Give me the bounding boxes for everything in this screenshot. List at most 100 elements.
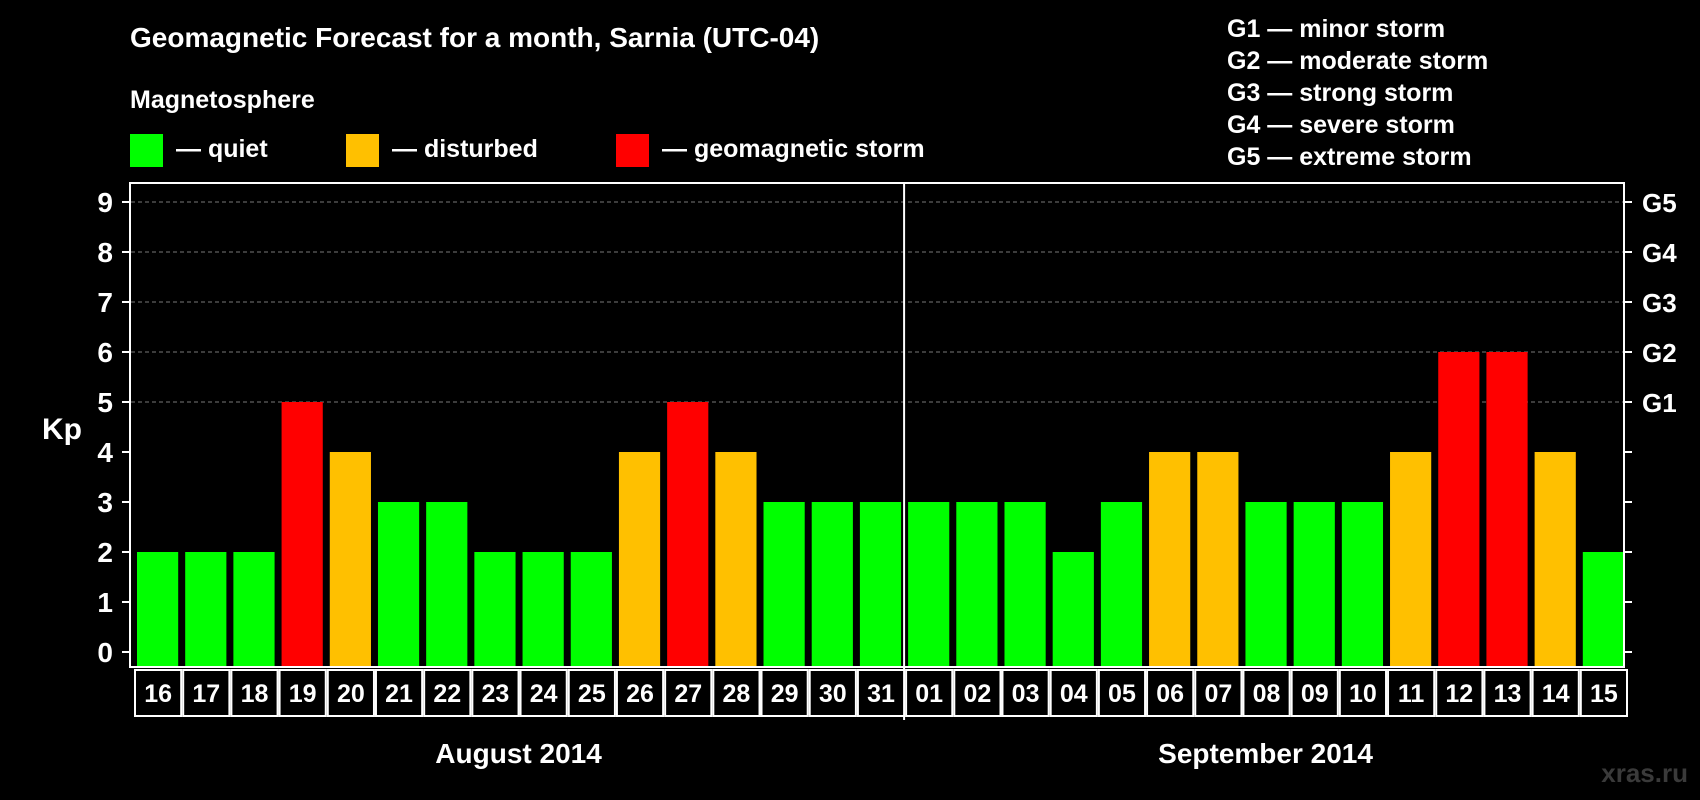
day-label: 04 [1060,680,1088,708]
day-label: 10 [1349,680,1377,708]
legend-title: Magnetosphere [130,86,315,114]
day-label: 14 [1542,680,1570,708]
bar-19 [281,402,323,666]
day-label: 05 [1108,680,1136,708]
day-label-box [1483,669,1532,717]
bar-17 [185,552,227,666]
bar-08 [1245,502,1287,666]
day-label: 31 [867,680,895,708]
bar-30 [811,502,853,666]
day-label-box [1435,669,1484,717]
day-label-box [1146,669,1195,717]
day-label-box [905,669,954,717]
day-label: 21 [385,680,413,708]
watermark: xras.ru [1601,758,1688,788]
bar-21 [377,502,420,666]
day-label-box [423,669,472,717]
day-label: 24 [530,680,558,708]
day-label-box [567,669,616,717]
day-label-box [1242,669,1291,717]
month-label: September 2014 [1158,738,1373,769]
day-label-box [278,669,327,717]
day-label: 17 [192,680,220,708]
day-label: 27 [674,680,702,708]
day-label-box [953,669,1002,717]
bar-26 [618,452,661,666]
day-label-box [1531,669,1580,717]
day-label-box [326,669,375,717]
bar-31 [859,502,902,666]
storm-level-label: G2 [1642,338,1677,368]
legend-swatch-disturbed [346,134,379,167]
legend-label-quiet: — quiet [176,135,268,163]
bar-16 [137,552,179,666]
storm-level-label: G4 [1642,238,1677,268]
plot-frame [129,182,1625,668]
day-label-box [1001,669,1050,717]
y-tick-label: 8 [97,237,113,268]
day-label-box [712,669,761,717]
day-label-box [1290,669,1339,717]
storm-scale-g3: G3 — strong storm [1227,79,1453,107]
y-tick-label: 9 [97,187,113,218]
day-label-box [808,669,857,717]
day-label: 15 [1590,680,1618,708]
storm-level-label: G1 [1642,388,1677,418]
day-label: 29 [771,680,799,708]
storm-level-label: G5 [1642,188,1677,218]
bar-05 [1100,502,1143,666]
y-tick-label: 0 [97,637,113,668]
day-label: 13 [1494,680,1522,708]
y-ticks: 0 1 2 3 4 5 6 7 8 9 [97,187,1632,668]
y-tick-label: 6 [97,337,113,368]
day-label: 03 [1012,680,1040,708]
legend-label-disturbed: — disturbed [392,135,538,163]
bar-20 [329,452,371,666]
y-tick-label: 5 [97,387,113,418]
storm-scale-g1: G1 — minor storm [1227,15,1445,43]
legend-label-storm: — geomagnetic storm [662,135,925,163]
bar-06 [1149,452,1191,666]
legend: — quiet — disturbed — geomagnetic storm [130,134,925,167]
y-tick-label: 3 [97,487,113,518]
day-label: 06 [1156,680,1184,708]
day-label-box [374,669,424,717]
y-axis-label: Kp [42,413,82,446]
day-label: 20 [337,680,365,708]
bar-09 [1293,502,1335,666]
bar-11 [1390,452,1432,666]
y-tick-label: 1 [97,587,113,618]
bar-12 [1438,352,1480,666]
storm-scale-g4: G4 — severe storm [1227,111,1455,139]
bar-23 [474,552,516,666]
day-label: 28 [723,680,751,708]
storm-scale-legend: G1 — minor storm G2 — moderate storm G3 … [1227,15,1488,171]
day-label-box [1097,669,1147,717]
day-label-box [664,669,713,717]
bar-27 [667,402,709,666]
storm-scale-g2: G2 — moderate storm [1227,47,1488,75]
day-label: 25 [578,680,606,708]
bar-13 [1486,352,1528,666]
bar-29 [763,502,805,666]
bar-04 [1052,552,1094,666]
bar-01 [908,502,950,666]
storm-level-label: G3 [1642,288,1677,318]
day-label-box [182,669,231,717]
month-labels: August 2014 September 2014 [435,738,1373,769]
bar-15 [1582,552,1624,666]
y-tick-label: 7 [97,287,113,318]
bar-07 [1197,452,1239,666]
day-label: 11 [1398,680,1425,708]
day-label-box [760,669,809,717]
axes [129,182,1625,720]
day-label-box [1387,669,1436,717]
legend-swatch-quiet [130,134,163,167]
bar-18 [233,552,275,666]
day-label: 22 [433,680,461,708]
day-label: 30 [819,680,847,708]
day-label: 19 [289,680,317,708]
day-label: 23 [482,680,510,708]
day-label-box [1049,669,1098,717]
